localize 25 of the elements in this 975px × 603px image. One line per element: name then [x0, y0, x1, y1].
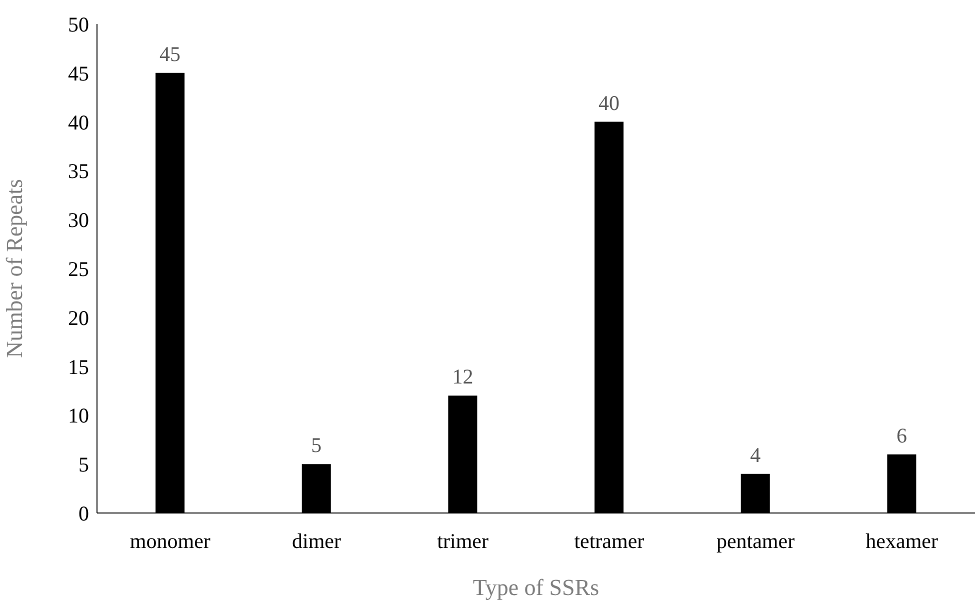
data-label: 12 [452, 364, 474, 389]
y-tick-label: 30 [68, 208, 89, 232]
y-tick-label: 5 [78, 452, 89, 477]
x-tick-label: trimer [437, 528, 488, 553]
x-tick-label: dimer [292, 528, 341, 553]
y-tick-label: 40 [68, 110, 89, 134]
data-label: 6 [896, 423, 907, 448]
y-tick-label: 25 [68, 256, 89, 281]
x-tick-label: tetramer [574, 528, 644, 553]
y-tick-label: 35 [68, 159, 89, 184]
x-axis-title: Type of SSRs [472, 575, 600, 600]
y-tick-label: 0 [78, 501, 89, 526]
x-tick-label: hexamer [866, 528, 938, 553]
data-label: 45 [160, 42, 181, 66]
data-label: 40 [598, 90, 620, 115]
y-tick-label: 45 [68, 61, 89, 86]
data-label: 5 [311, 433, 322, 458]
y-axis-title: Number of Repeats [2, 179, 28, 358]
y-tick-label: 10 [68, 404, 89, 428]
x-tick-label: monomer [130, 528, 210, 553]
y-tick-label: 15 [68, 354, 89, 379]
x-tick-label: pentamer [716, 528, 795, 553]
data-label: 4 [750, 442, 762, 467]
y-tick-label: 20 [68, 306, 89, 330]
y-tick-label: 50 [68, 12, 89, 36]
